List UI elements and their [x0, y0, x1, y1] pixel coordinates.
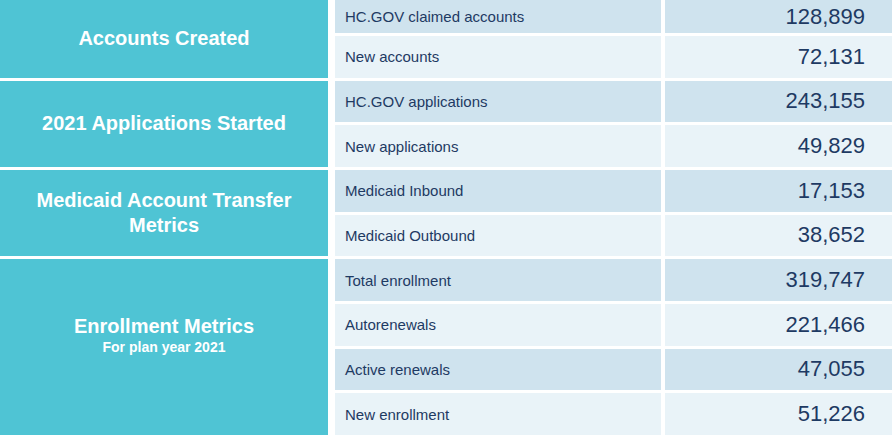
metric-label: Autorenewals [335, 304, 661, 346]
metric-label: Active renewals [335, 349, 661, 391]
section-subtitle: For plan year 2021 [103, 339, 226, 356]
section-header-2021-applications-started: 2021 Applications Started [0, 81, 328, 167]
metric-value: 38,652 [665, 215, 892, 257]
metric-value: 49,829 [665, 125, 892, 167]
metric-label: Medicaid Outbound [335, 215, 661, 257]
metric-label: Medicaid Inbound [335, 170, 661, 212]
metric-value: 47,055 [665, 349, 892, 391]
section-title: Accounts Created [78, 26, 249, 51]
section-title: 2021 Applications Started [42, 111, 286, 136]
metric-label: New enrollment [335, 393, 661, 435]
metric-value: 243,155 [665, 81, 892, 123]
section-title: Medicaid Account Transfer Metrics [14, 188, 314, 238]
metric-value: 319,747 [665, 259, 892, 301]
metric-label: HC.GOV claimed accounts [335, 0, 661, 33]
metrics-table: Accounts Created 2021 Applications Start… [0, 0, 892, 435]
metric-value: 72,131 [665, 36, 892, 78]
section-header-enrollment-metrics: Enrollment Metrics For plan year 2021 [0, 259, 328, 435]
metric-value: 128,899 [665, 0, 892, 33]
section-header-medicaid-account-transfer-metrics: Medicaid Account Transfer Metrics [0, 170, 328, 256]
metric-value: 51,226 [665, 393, 892, 435]
metric-label: New applications [335, 125, 661, 167]
metric-label: Total enrollment [335, 259, 661, 301]
metric-value: 221,466 [665, 304, 892, 346]
metric-label: New accounts [335, 36, 661, 78]
metric-label: HC.GOV applications [335, 81, 661, 123]
section-title: Enrollment Metrics [74, 314, 254, 339]
metric-value: 17,153 [665, 170, 892, 212]
section-header-accounts-created: Accounts Created [0, 0, 328, 78]
metrics-slide: Accounts Created 2021 Applications Start… [0, 0, 896, 443]
